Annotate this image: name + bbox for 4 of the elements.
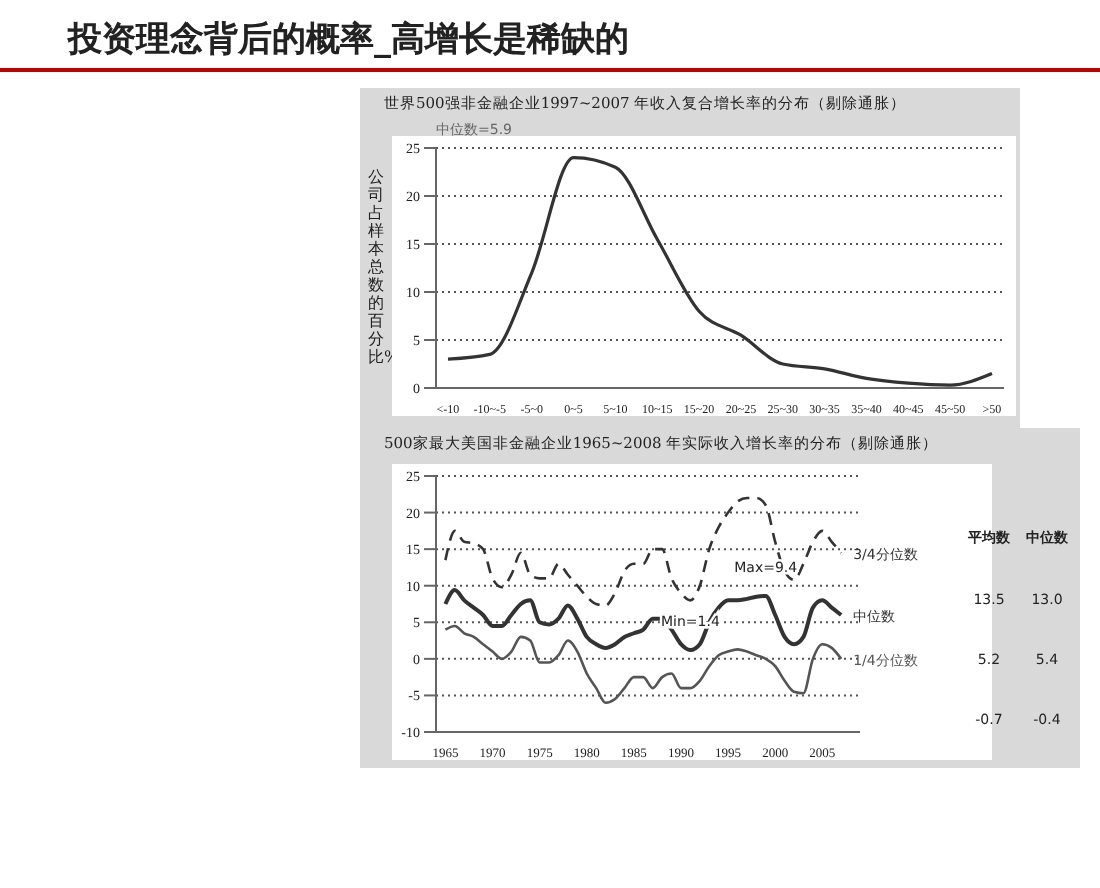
chart-title: 投资理念背后的概率_高增长是稀缺的 [68,18,629,62]
line-series [446,156,994,387]
line-series [443,588,844,653]
line-series [444,496,843,607]
